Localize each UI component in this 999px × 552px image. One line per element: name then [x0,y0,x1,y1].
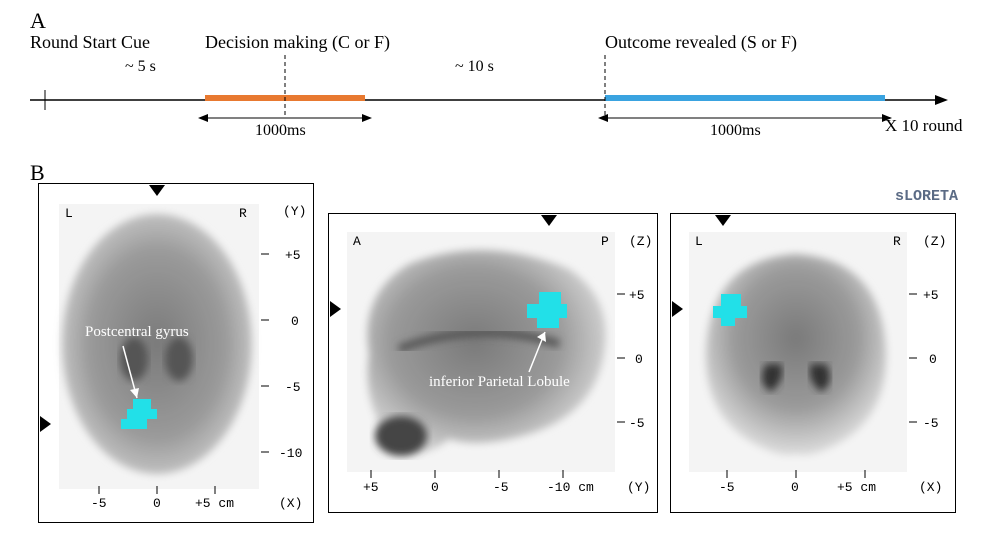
activation-block [121,419,147,429]
activation-block [721,318,735,326]
cor-tr: R [893,234,901,249]
panel-b: sLORETA L [30,168,970,538]
activation-block [539,292,561,304]
cor-yaxis-label: (Z) [923,234,946,249]
sag-tr: P [601,234,609,249]
duration1-label: 1000ms [255,122,306,140]
sag-xt3: -10 cm [547,480,594,495]
activation-block [527,304,567,318]
sagittal-annotation: inferior Parietal Lobule [429,374,570,391]
cor-xt0: -5 [719,480,735,495]
panel-a: Round Start Cue Decision making (C or F)… [30,10,970,150]
cor-xt2: +5 cm [837,480,876,495]
cor-xaxis-label: (X) [919,480,942,495]
sag-yaxis-label: (Z) [629,234,652,249]
axial-yaxis-label: (Y) [283,204,306,219]
duration2-label: 1000ms [710,122,761,140]
sag-xt2: -5 [493,480,509,495]
activation-block [713,306,747,318]
activation-block [127,409,157,419]
axial-xt1: 0 [153,496,161,511]
sag-yt1: 0 [635,352,643,367]
axial-annotation: Postcentral gyrus [85,324,189,341]
brain-frame-sagittal: A P (Z) +5 0 -5 +5 0 -5 -10 cm (Y) infer… [328,213,658,513]
sag-xt1: 0 [431,480,439,495]
sloreta-label: sLORETA [895,188,958,205]
activation-block [133,399,151,409]
axial-xaxis-label: (X) [279,496,302,511]
brain-frame-axial: L R (Y) +5 0 -5 -10 -5 0 +5 cm (X) Postc… [38,183,314,523]
brain-svg-sagittal [329,214,659,514]
activation-block [537,318,559,328]
cor-yt2: -5 [923,416,939,431]
timeline-svg [30,10,970,155]
cor-xt1: 0 [791,480,799,495]
axial-yt0: +5 [285,248,301,263]
activation-block [721,294,741,306]
axial-xt0: -5 [91,496,107,511]
axial-yt1: 0 [291,314,299,329]
brain-frame-coronal: L R (Z) +5 0 -5 -5 0 +5 cm (X) [670,213,956,513]
rounds-label: X 10 round [885,116,962,136]
axial-xt2: +5 cm [195,496,234,511]
sag-yt0: +5 [629,288,645,303]
axial-yt2: -5 [285,380,301,395]
axial-yt3: -10 [279,446,302,461]
cor-tl: L [695,234,703,249]
brain-svg-coronal [671,214,957,514]
cor-yt0: +5 [923,288,939,303]
sag-tl: A [353,234,361,249]
sag-yt2: -5 [629,416,645,431]
sag-xaxis-label: (Y) [627,480,650,495]
axial-tr: R [239,206,247,221]
cor-yt1: 0 [929,352,937,367]
sag-xt0: +5 [363,480,379,495]
brain-svg-axial [39,184,315,524]
axial-tl: L [65,206,73,221]
